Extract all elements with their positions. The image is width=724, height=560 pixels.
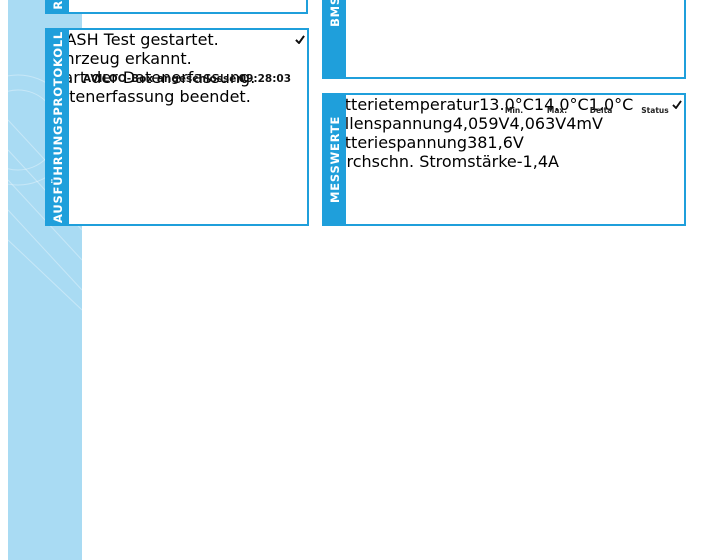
- panel-bar: R: [47, 0, 69, 12]
- column-header: Status: [641, 106, 669, 115]
- row: Zellenspannung4,059V4,063V4mV: [324, 100, 682, 133]
- row-label: Datenerfassung beendet.: [47, 87, 251, 106]
- panel: MESSWERTE Batterietemperatur13.0°C14.0°C…: [322, 93, 686, 226]
- panel: R: [45, 0, 308, 14]
- row-label: Batterietemperatur: [324, 95, 480, 114]
- row-label: Durchschn. Stromstärke: [324, 152, 517, 171]
- row: Durchschn. Stromstärke-1,4A: [324, 152, 632, 171]
- column-header: Min.: [504, 106, 524, 115]
- check-icon: [295, 35, 305, 44]
- panel-bar: MESSWERTE: [324, 95, 346, 224]
- row: Batterietemperatur13.0°C14.0°C1.0°C: [324, 95, 682, 114]
- row: Datenerfassung beendet.: [47, 35, 305, 106]
- row-label: Fahrzeug erkannt.: [47, 49, 192, 68]
- panel-label: AUSFÜHRUNGSPROTOKOLL: [51, 30, 65, 224]
- row-label: Batteriespannung: [324, 133, 468, 152]
- row-value: 4,059V: [452, 114, 510, 133]
- panel-label: BMS: [328, 0, 342, 27]
- column-header: Delta: [589, 106, 613, 115]
- header-time: 09:28:03: [238, 73, 291, 85]
- row-label: Start der Datenerfassung.: [47, 68, 256, 87]
- row-label: Zellenspannung: [324, 114, 453, 133]
- row-value: 1.0°C: [588, 95, 634, 114]
- panel-bar: AUSFÜHRUNGSPROTOKOLL: [47, 30, 69, 224]
- row-value: 13.0°C: [479, 95, 534, 114]
- row-value: -1,4A: [516, 152, 559, 171]
- panel-label: MESSWERTE: [328, 115, 342, 204]
- panel-label: R: [51, 0, 65, 10]
- row: Batteriespannung381,6V: [324, 133, 632, 152]
- check-icon: [672, 100, 682, 109]
- row-label: FLASH Test gestartet.: [47, 30, 219, 49]
- panel: BMS Genauigkeit der SoC-Berechnung:BMS-G…: [322, 0, 686, 79]
- row-value: 4,063V: [509, 114, 567, 133]
- row: FLASH Test gestartet.: [47, 30, 305, 49]
- panel: AUSFÜHRUNGSPROTOKOLL AVILOO-Box angeschl…: [45, 28, 309, 226]
- row-value: 4mV: [566, 114, 603, 133]
- column-header: Max.: [546, 106, 568, 115]
- row-value: 14.0°C: [533, 95, 589, 114]
- panel-bar: BMS: [324, 0, 346, 77]
- header-label: AVILOO-Box angeschlossen.: [83, 73, 248, 85]
- row-value: 381,6V: [467, 133, 524, 152]
- row: Fahrzeug erkannt.: [47, 35, 305, 68]
